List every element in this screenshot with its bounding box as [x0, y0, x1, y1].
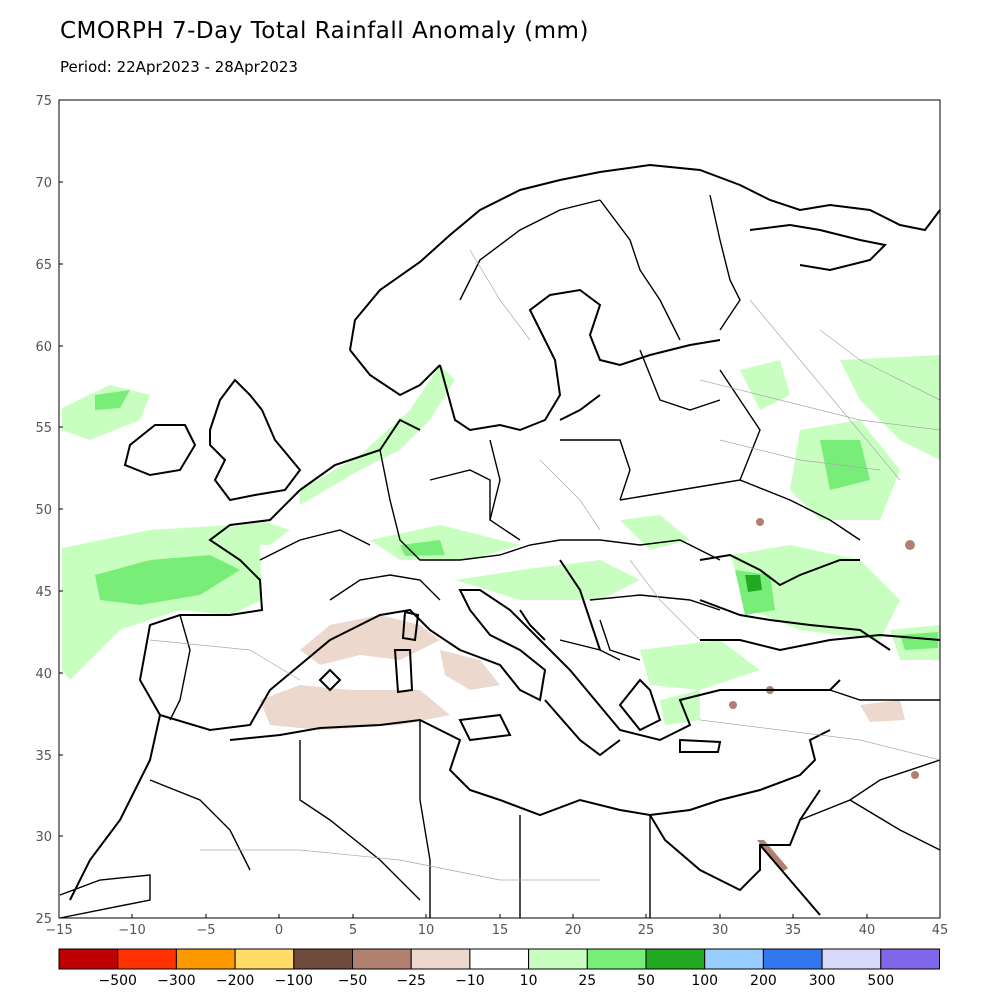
colorbar-label: 100: [691, 973, 718, 989]
x-tick-label: 5: [349, 923, 357, 938]
positive-anomaly-strong: [95, 390, 938, 650]
y-tick: 45: [35, 585, 63, 600]
colorbar-label: −500: [98, 973, 136, 989]
colorbar-label: 50: [637, 973, 655, 989]
y-tick: 40: [35, 667, 63, 682]
map-title: CMORPH 7-Day Total Rainfall Anomaly (mm): [60, 18, 589, 44]
x-tick: 40: [859, 914, 876, 938]
negative-anomaly-strong: [729, 518, 919, 872]
colorbar-swatch: [880, 948, 940, 970]
coastlines: [69, 163, 941, 916]
x-tick: 35: [785, 914, 802, 938]
longitude-axis: −15 −10 −5 0 5 10 15 20 25 30 35 40 45: [45, 914, 948, 938]
colorbar-label: 25: [578, 973, 596, 989]
colorbar-label: −10: [455, 973, 485, 989]
latitude-axis: 75 70 65 60 55 50 45 40 35 30 25: [35, 94, 63, 927]
colorbar-swatch: [528, 948, 588, 970]
colorbar-label: 500: [867, 973, 894, 989]
colorbar-label: −300: [157, 973, 195, 989]
x-tick-label: 40: [859, 923, 876, 938]
x-tick: 10: [418, 914, 435, 938]
colorbar-swatch: [762, 948, 823, 970]
x-tick-label: 25: [638, 923, 655, 938]
colorbar-swatch: [645, 948, 706, 970]
colorbar-swatch: [821, 948, 882, 970]
colorbar-swatch: [469, 948, 530, 970]
colorbar-label: 300: [809, 973, 836, 989]
x-tick-label: 10: [418, 923, 435, 938]
y-tick: 75: [35, 94, 63, 109]
x-tick-label: 35: [785, 923, 802, 938]
x-tick: 30: [712, 914, 729, 938]
colorbar-swatch: [352, 948, 412, 970]
colorbar-swatch: [234, 948, 295, 970]
admin-boundaries: [149, 249, 941, 881]
x-tick-label: 15: [492, 923, 509, 938]
x-tick-label: 45: [932, 923, 949, 938]
x-tick-label: 20: [565, 923, 582, 938]
y-tick: 65: [35, 258, 63, 273]
positive-anomaly-peak: [745, 575, 762, 592]
x-tick-label: −5: [196, 923, 215, 938]
map-subtitle: Period: 22Apr2023 - 28Apr2023: [60, 58, 298, 76]
y-tick: 70: [35, 176, 63, 191]
y-tick-label: 55: [35, 421, 52, 436]
x-tick: 45: [932, 914, 949, 938]
y-tick-label: 30: [35, 830, 52, 845]
x-tick: 25: [638, 914, 655, 938]
x-tick-label: 0: [275, 923, 283, 938]
y-tick: 60: [35, 340, 63, 355]
y-tick-label: 60: [35, 340, 52, 355]
x-tick-label: −15: [45, 923, 72, 938]
y-tick-label: 45: [35, 585, 52, 600]
colorbar-swatch: [175, 948, 236, 970]
y-tick-label: 65: [35, 258, 52, 273]
colorbar-swatch: [586, 948, 647, 970]
x-tick: 5: [349, 914, 357, 938]
colorbar-swatch: [293, 948, 353, 970]
map-area: [58, 99, 941, 919]
colorbar-label: −200: [216, 973, 254, 989]
colorbar-label: 200: [750, 973, 777, 989]
y-tick-label: 40: [35, 667, 52, 682]
colorbar-label: 10: [520, 973, 538, 989]
x-tick: −5: [196, 914, 216, 938]
y-tick-label: 35: [35, 749, 52, 764]
x-tick-label: 30: [712, 923, 729, 938]
country-borders: [59, 194, 941, 919]
y-tick: 30: [35, 830, 63, 845]
y-tick: 55: [35, 421, 63, 436]
x-tick: 20: [565, 914, 582, 938]
x-tick: 15: [492, 914, 509, 938]
colorbar-swatch: [117, 948, 177, 970]
colorbar-swatch: [58, 948, 119, 970]
y-tick: 25: [35, 912, 63, 927]
colorbar-label: −50: [338, 973, 368, 989]
y-tick-label: 25: [35, 912, 52, 927]
x-tick: 0: [275, 914, 283, 938]
negative-anomaly-regions: [260, 615, 905, 730]
colorbar-label: −25: [396, 973, 426, 989]
y-tick-label: 50: [35, 503, 52, 518]
y-tick-label: 75: [35, 94, 52, 109]
x-tick-label: −10: [118, 923, 145, 938]
x-tick: −10: [118, 914, 146, 938]
colorbar-swatch: [704, 948, 764, 970]
colorbar-swatch: [410, 948, 471, 970]
y-tick-label: 70: [35, 176, 52, 191]
colorbar: −500 −300 −200 −100 −50 −25 −10 10 25 50…: [58, 948, 940, 989]
y-tick: 50: [35, 503, 63, 518]
colorbar-label: −100: [275, 973, 313, 989]
x-tick: −15: [45, 914, 73, 938]
y-tick: 35: [35, 749, 63, 764]
